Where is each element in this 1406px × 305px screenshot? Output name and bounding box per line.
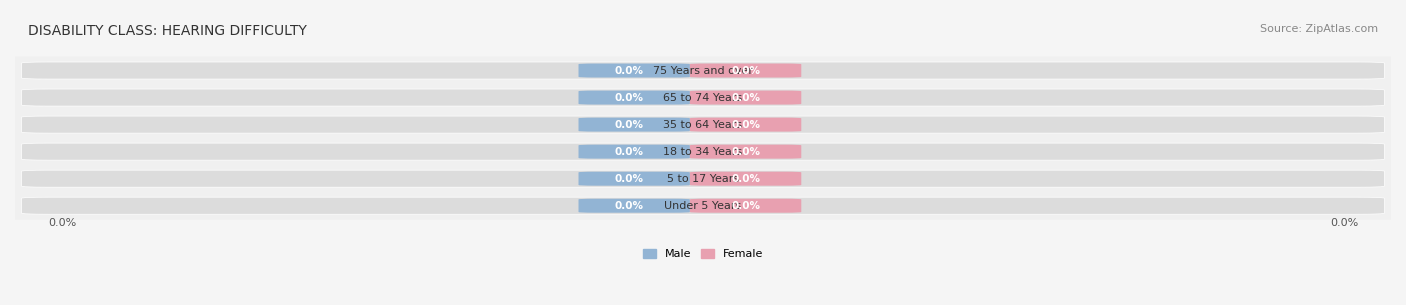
Text: 0.0%: 0.0% <box>614 120 644 130</box>
Text: 0.0%: 0.0% <box>731 92 761 102</box>
FancyBboxPatch shape <box>578 145 690 159</box>
Text: 65 to 74 Years: 65 to 74 Years <box>664 92 742 102</box>
Text: DISABILITY CLASS: HEARING DIFFICULTY: DISABILITY CLASS: HEARING DIFFICULTY <box>28 24 307 38</box>
Text: Under 5 Years: Under 5 Years <box>665 201 741 211</box>
Text: 0.0%: 0.0% <box>731 66 761 76</box>
Text: 75 Years and over: 75 Years and over <box>652 66 754 76</box>
FancyBboxPatch shape <box>21 62 1385 79</box>
FancyBboxPatch shape <box>21 197 1385 214</box>
FancyBboxPatch shape <box>21 143 1385 160</box>
FancyBboxPatch shape <box>578 172 690 186</box>
FancyBboxPatch shape <box>578 63 690 77</box>
Text: 0.0%: 0.0% <box>48 218 76 228</box>
Text: 0.0%: 0.0% <box>614 92 644 102</box>
FancyBboxPatch shape <box>1 138 1405 166</box>
FancyBboxPatch shape <box>21 89 1385 106</box>
FancyBboxPatch shape <box>690 91 801 105</box>
FancyBboxPatch shape <box>690 199 801 213</box>
FancyBboxPatch shape <box>1 56 1405 84</box>
FancyBboxPatch shape <box>690 63 801 77</box>
FancyBboxPatch shape <box>1 192 1405 220</box>
FancyBboxPatch shape <box>690 118 801 131</box>
FancyBboxPatch shape <box>1 84 1405 112</box>
Legend: Male, Female: Male, Female <box>640 245 766 262</box>
FancyBboxPatch shape <box>21 170 1385 187</box>
Text: 0.0%: 0.0% <box>731 174 761 184</box>
Text: 0.0%: 0.0% <box>1330 218 1358 228</box>
FancyBboxPatch shape <box>690 145 801 159</box>
Text: 0.0%: 0.0% <box>614 201 644 211</box>
Text: Source: ZipAtlas.com: Source: ZipAtlas.com <box>1260 24 1378 34</box>
Text: 35 to 64 Years: 35 to 64 Years <box>664 120 742 130</box>
Text: 0.0%: 0.0% <box>614 66 644 76</box>
Text: 18 to 34 Years: 18 to 34 Years <box>664 147 742 157</box>
FancyBboxPatch shape <box>21 116 1385 133</box>
Text: 5 to 17 Years: 5 to 17 Years <box>666 174 740 184</box>
Text: 0.0%: 0.0% <box>614 174 644 184</box>
FancyBboxPatch shape <box>1 110 1405 139</box>
FancyBboxPatch shape <box>578 118 690 131</box>
Text: 0.0%: 0.0% <box>731 201 761 211</box>
Text: 0.0%: 0.0% <box>731 147 761 157</box>
Text: 0.0%: 0.0% <box>731 120 761 130</box>
FancyBboxPatch shape <box>578 91 690 105</box>
FancyBboxPatch shape <box>1 165 1405 193</box>
FancyBboxPatch shape <box>578 199 690 213</box>
FancyBboxPatch shape <box>690 172 801 186</box>
Text: 0.0%: 0.0% <box>614 147 644 157</box>
